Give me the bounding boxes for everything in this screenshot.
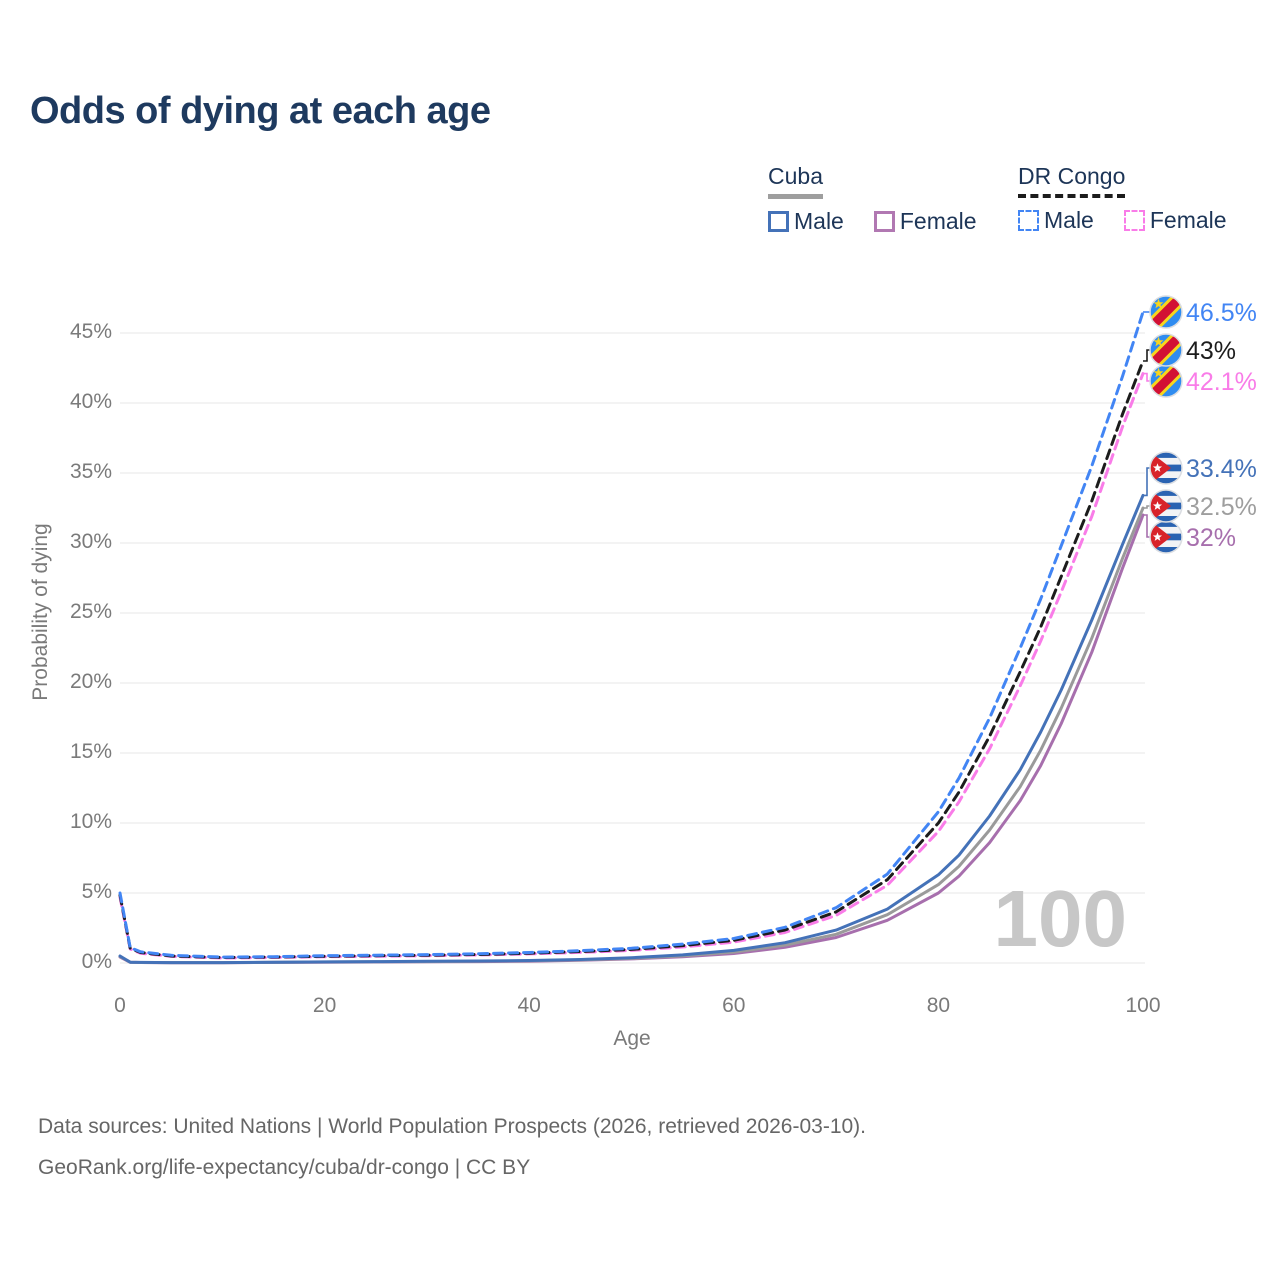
- legend-item-drc-female[interactable]: Female: [1123, 207, 1227, 234]
- cuba-flag-icon: [1149, 489, 1183, 523]
- legend-item-drc-male[interactable]: Male: [1018, 207, 1094, 234]
- legend-header-dr-congo[interactable]: DR Congo: [1018, 163, 1126, 198]
- legend-label-cuba-male: Male: [794, 208, 844, 234]
- y-tick-label: 0%: [81, 950, 112, 973]
- legend-item-cuba-male[interactable]: Male: [768, 208, 844, 235]
- legend-label-drc-female: Female: [1149, 207, 1227, 233]
- legend-header-cuba[interactable]: Cuba: [768, 163, 823, 199]
- y-tick-label: 35%: [69, 460, 112, 483]
- x-tick-label: 20: [312, 994, 337, 1017]
- end-label-connector-drc-both: [1143, 349, 1150, 362]
- end-value-label-cuba-both: 32.5%: [1186, 493, 1257, 521]
- end-value-label-drc-male: 46.5%: [1186, 299, 1257, 327]
- legend-item-cuba-female[interactable]: Female: [873, 208, 977, 235]
- y-tick-label: 30%: [69, 530, 112, 553]
- end-label-connector-cuba-both: [1143, 505, 1150, 509]
- y-tick-label: 20%: [69, 670, 112, 693]
- series-line-cuba-male[interactable]: [118, 493, 1145, 965]
- page-title: Odds of dying at each age: [30, 90, 491, 132]
- series-line-drc-female[interactable]: [118, 372, 1145, 960]
- end-value-label-drc-female: 42.1%: [1186, 368, 1257, 396]
- y-axis-title: Probability of dying: [29, 523, 52, 701]
- cuba-male-swatch-icon: [768, 211, 789, 232]
- series-line-cuba-female[interactable]: [118, 513, 1145, 965]
- x-tick-label: 0: [114, 994, 126, 1017]
- x-tick-label: 60: [722, 994, 746, 1017]
- footer: Data sources: United Nations | World Pop…: [38, 1106, 866, 1188]
- dr-congo-flag-icon: [1149, 364, 1183, 398]
- footer-attribution: GeoRank.org/life-expectancy/cuba/dr-cong…: [38, 1156, 531, 1179]
- footer-data-sources: Data sources: United Nations | World Pop…: [38, 1115, 867, 1138]
- legend-label-drc-male: Male: [1044, 207, 1094, 233]
- dr-congo-flag-icon: [1149, 295, 1183, 329]
- dr-congo-flag-icon: [1149, 333, 1183, 367]
- end-label-connector-cuba-female: [1143, 514, 1150, 538]
- cuba-female-swatch-icon: [873, 211, 895, 232]
- x-tick-label: 80: [926, 994, 951, 1017]
- end-label-connector-drc-female: [1143, 372, 1150, 382]
- legend-label-cuba-female: Female: [899, 208, 977, 234]
- cuba-flag-icon: [1149, 451, 1183, 485]
- age-counter-watermark: 100: [994, 874, 1127, 963]
- y-tick-label: 25%: [69, 600, 112, 623]
- y-tick-label: 45%: [69, 320, 112, 343]
- cuba-flag-icon: [1149, 520, 1183, 554]
- x-axis-title: Age: [613, 1027, 651, 1050]
- x-tick-label: 40: [517, 994, 541, 1017]
- end-value-label-cuba-female: 32%: [1186, 524, 1236, 552]
- drc-male-swatch-icon: [1018, 210, 1039, 231]
- series-line-drc-male[interactable]: [118, 310, 1145, 959]
- drc-female-swatch-icon: [1123, 210, 1145, 231]
- x-tick-label: 100: [1125, 994, 1161, 1017]
- y-tick-label: 10%: [69, 810, 112, 833]
- y-tick-label: 15%: [69, 740, 112, 763]
- legend-group-cuba: Cuba Male Female: [768, 163, 977, 235]
- end-value-label-cuba-male: 33.4%: [1186, 455, 1257, 483]
- legend-group-dr-congo: DR Congo Male Female: [1018, 163, 1227, 234]
- end-label-connector-cuba-male: [1143, 467, 1150, 497]
- end-value-label-drc-both: 43%: [1186, 337, 1236, 365]
- y-tick-label: 40%: [69, 390, 112, 413]
- series-line-drc-both[interactable]: [118, 359, 1145, 959]
- y-tick-label: 5%: [81, 880, 112, 903]
